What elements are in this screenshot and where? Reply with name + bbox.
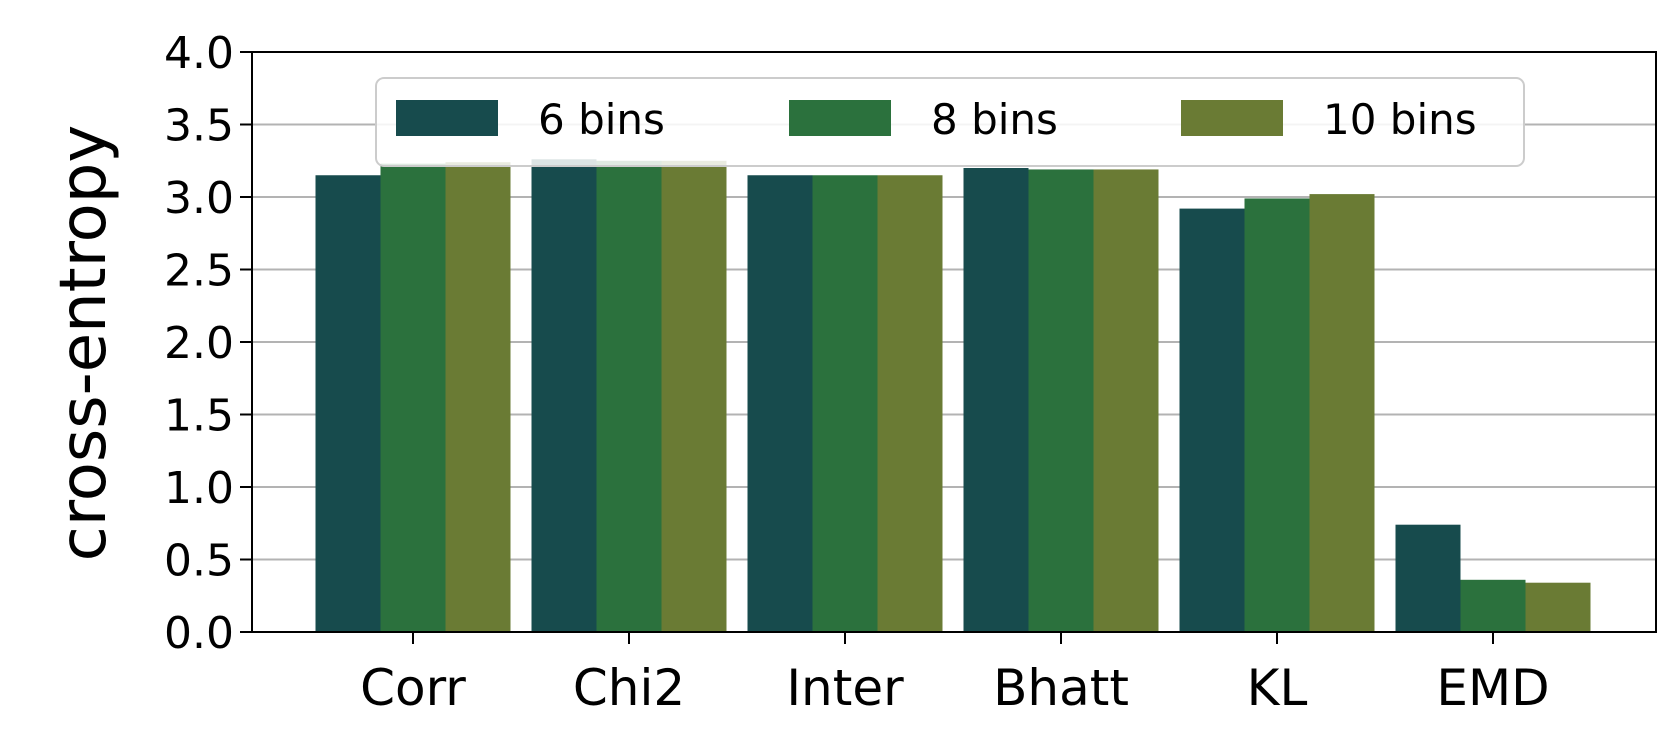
x-tick-label: EMD [1436, 659, 1549, 717]
bar-kl-8-bins [1244, 198, 1310, 632]
y-tick-label: 2.0 [164, 318, 234, 369]
bar-kl-6-bins [1179, 208, 1245, 632]
legend-swatch [1181, 100, 1283, 136]
y-tick-label: 3.0 [164, 173, 234, 224]
y-tick-label: 0.0 [164, 608, 234, 659]
y-tick-label: 3.5 [164, 101, 234, 152]
bar-inter-6-bins [747, 175, 813, 632]
bar-inter-8-bins [812, 175, 878, 632]
y-tick-label: 0.5 [164, 536, 234, 587]
bar-corr-8-bins [380, 163, 446, 632]
y-axis: 0.0 0.5 1.0 1.5 2.0 2.5 3.0 3.5 4.0 [164, 28, 252, 659]
bar-chi2-10-bins [661, 160, 727, 632]
bar-emd-8-bins [1460, 579, 1526, 632]
bar-emd-6-bins [1395, 524, 1461, 632]
bar-corr-6-bins [315, 175, 381, 632]
bar-inter-10-bins [877, 175, 943, 632]
y-tick-label: 1.5 [164, 391, 234, 442]
bar-emd-10-bins [1525, 582, 1591, 632]
x-tick-label: Inter [786, 659, 904, 717]
bar-bhatt-6-bins [963, 168, 1029, 632]
legend-label: 8 bins [931, 95, 1058, 144]
y-tick-label: 2.5 [164, 246, 234, 297]
x-tick-label: Corr [360, 659, 466, 717]
x-axis: Corr Chi2 Inter Bhatt KL EMD [360, 632, 1550, 717]
bar-chi2-8-bins [596, 160, 662, 632]
x-tick-label: Chi2 [573, 659, 685, 717]
y-tick-label: 4.0 [164, 28, 234, 79]
legend-label: 6 bins [538, 95, 665, 144]
y-tick-label: 1.0 [164, 463, 234, 514]
legend-swatch [789, 100, 891, 136]
bar-bhatt-10-bins [1093, 169, 1159, 632]
bar-corr-10-bins [445, 162, 511, 632]
bar-kl-10-bins [1309, 194, 1375, 632]
bar-chi2-6-bins [531, 159, 597, 633]
legend: 6 bins 8 bins 10 bins [375, 77, 1525, 167]
x-tick-label: Bhatt [993, 659, 1129, 717]
bar-bhatt-8-bins [1028, 169, 1094, 632]
bars [315, 159, 1591, 633]
legend-swatch [396, 100, 498, 136]
x-tick-label: KL [1247, 659, 1308, 717]
y-axis-title: cross-entropy [47, 125, 121, 562]
legend-label: 10 bins [1323, 95, 1477, 144]
